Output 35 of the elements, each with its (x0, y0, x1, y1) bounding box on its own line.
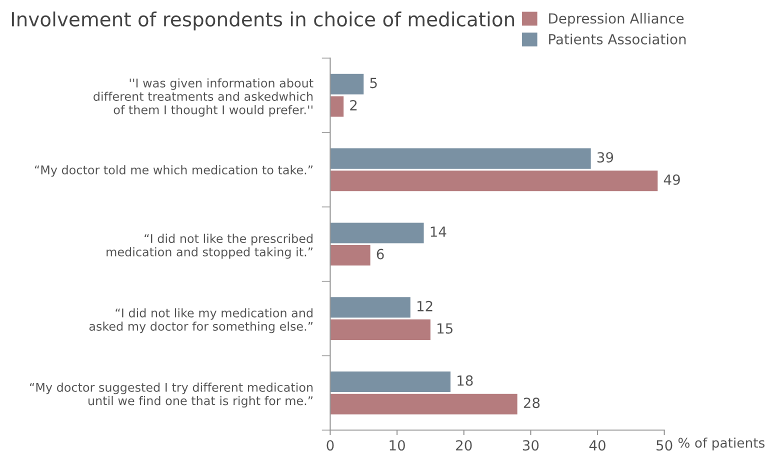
chart-title: Involvement of respondents in choice of medication (12, 12, 514, 30)
data-label: 15 (438, 323, 452, 334)
bar (330, 319, 430, 340)
data-label: 2 (350, 100, 357, 110)
data-label: 18 (458, 375, 473, 386)
x-tick-label: 20 (456, 440, 472, 451)
y-tick-label: “My doctor suggested I try different medication until we find one that is right for me.” (30, 382, 313, 408)
x-tick-label: 40 (589, 440, 606, 451)
data-label: 39 (597, 152, 614, 163)
bar (330, 372, 451, 392)
legend-label: Patients Association (549, 34, 686, 44)
data-label: 14 (430, 226, 446, 237)
x-tick-label: 30 (522, 440, 539, 451)
bar (330, 394, 518, 414)
bar (330, 222, 424, 244)
data-label: 49 (664, 174, 680, 185)
data-label: 28 (524, 398, 540, 408)
bar (330, 245, 370, 266)
x-tick-label: 10 (390, 440, 405, 451)
x-tick-label: 0 (326, 440, 334, 451)
y-tick-label: ''I was given information about different treatments and askedwhich of them I thought I would prefer.'' (94, 78, 314, 117)
x-axis-title: % of patients (678, 438, 765, 450)
bar (330, 96, 344, 117)
bar (330, 148, 591, 169)
data-label: 12 (417, 300, 432, 312)
y-tick-label: “My doctor told me which medication to take.” (34, 165, 312, 177)
bar (330, 297, 410, 318)
y-tick-label: “I did not like the prescribed medication and stopped taking it.” (106, 234, 312, 259)
bar (330, 74, 364, 94)
y-tick-label: “I did not like my medication and asked my doctor for something else.” (89, 308, 312, 334)
data-label: 6 (376, 248, 384, 260)
data-label: 5 (370, 78, 377, 88)
bar (330, 170, 658, 192)
legend-label: Depression Alliance (549, 12, 684, 26)
x-tick-label: 50 (656, 440, 672, 451)
